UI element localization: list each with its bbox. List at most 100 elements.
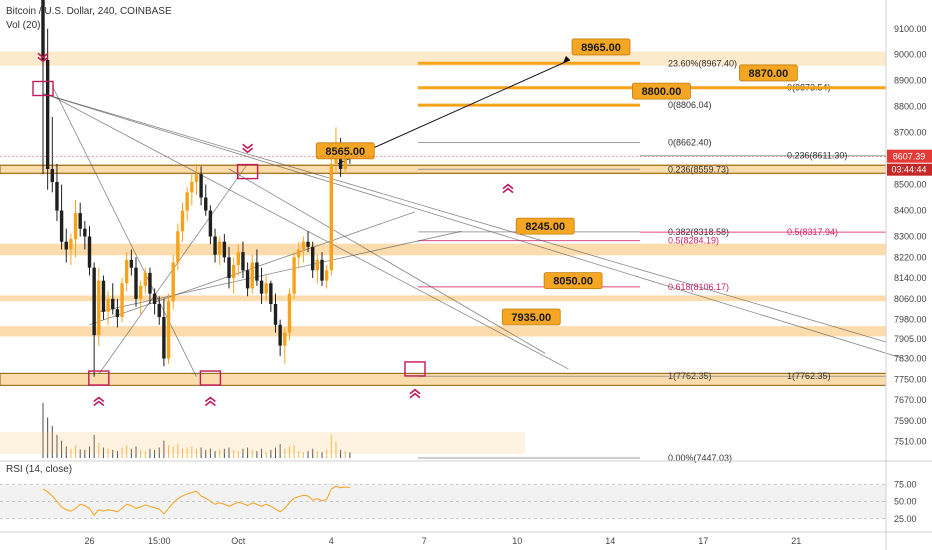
projection-arrow (337, 59, 571, 165)
candle-body (190, 181, 194, 193)
x-tick-label: Oct (231, 536, 246, 546)
candle-body (148, 272, 152, 294)
rsi-tick-label: 50.00 (894, 497, 917, 507)
volume-bar (233, 449, 235, 458)
candle-body (120, 283, 124, 318)
volume-band (0, 432, 525, 454)
volume-bar (293, 445, 295, 458)
volume-bar (251, 449, 253, 458)
candle-body (259, 280, 264, 294)
candle-body (324, 270, 329, 281)
volume-bar (256, 451, 258, 458)
chart-title: Bitcoin / U.S. Dollar, 240, COINBASE (6, 6, 172, 17)
trendline (228, 168, 546, 354)
volume-bar (149, 448, 151, 458)
candle-body (185, 192, 189, 211)
price-callout-label: 7935.00 (511, 312, 551, 324)
y-tick-label: 8300.00 (894, 232, 927, 242)
candle-body (180, 210, 185, 232)
volume-bar (182, 448, 183, 458)
x-tick-label: 7 (422, 536, 427, 546)
volume-bar (312, 448, 314, 458)
pivot-marker (236, 163, 259, 180)
y-tick-label: 9100.00 (894, 24, 927, 34)
volume-bar (349, 452, 351, 458)
volume-label: Vol (20) (6, 20, 40, 31)
candle-body (213, 236, 217, 255)
fib-level-label: 0(8662.40) (668, 138, 712, 148)
fib-level-label: 1(7762.35) (787, 371, 831, 381)
volume-bar (168, 445, 170, 458)
candle-body (311, 246, 315, 271)
x-tick-label: 14 (605, 536, 615, 546)
price-callout-label: 8050.00 (553, 276, 593, 288)
volume-bar (107, 448, 109, 458)
candle-body (41, 0, 45, 60)
volume-bar (288, 446, 290, 458)
y-tick-label: 8900.00 (894, 76, 927, 86)
volume-bar (112, 449, 114, 458)
candle-body (106, 298, 110, 312)
markers-layer (32, 52, 514, 407)
candle-body (264, 283, 268, 294)
candle-body (50, 168, 54, 182)
volume-bar (195, 448, 197, 458)
volume-bar (163, 440, 165, 458)
candle-body (83, 228, 87, 237)
price-callout-label: 8870.00 (749, 68, 789, 80)
volume-bar (116, 451, 118, 458)
candle-body (78, 213, 82, 229)
candle-body (236, 252, 240, 266)
y-tick-label: 9000.00 (894, 50, 927, 60)
trendline (52, 95, 569, 370)
y-tick-label: 8700.00 (894, 128, 927, 138)
candle-body (297, 249, 301, 258)
y-tick-label: 8500.00 (894, 180, 927, 190)
volume-layer (0, 402, 525, 458)
volume-bar (191, 446, 193, 458)
candle-body (241, 252, 245, 271)
candle-body (329, 163, 333, 271)
candle-body (315, 259, 320, 271)
volume-bar (335, 441, 337, 458)
countdown-badge (887, 163, 932, 176)
candle-body (338, 153, 343, 169)
candle-body (278, 324, 282, 346)
volume-bar (307, 451, 309, 458)
volume-bar (284, 448, 286, 458)
candle-body (255, 262, 259, 281)
fib-level-label: 23.60%(8967.40) (668, 58, 737, 68)
countdown-label: 03:44:44 (891, 165, 926, 175)
y-tick-label: 8060.00 (894, 294, 927, 304)
callouts-layer: 8965.00 8870.00 8800.00 8565.00 8245.00 8050.… (315, 38, 798, 326)
price-callout (543, 272, 603, 290)
candle-body (222, 241, 227, 258)
candle-body (283, 332, 287, 346)
volume-bar (47, 417, 49, 458)
candle-body (287, 293, 292, 333)
sr-zone (0, 295, 886, 302)
volume-bar (214, 451, 216, 458)
volume-bar (209, 448, 211, 458)
candle-body (166, 301, 171, 359)
volume-bar (154, 449, 156, 458)
volume-bar (302, 452, 304, 458)
chevron-up-icon (204, 396, 216, 407)
volume-bar (275, 447, 276, 458)
price-callout-label: 8800.00 (642, 86, 682, 98)
current-price-badge (887, 149, 932, 163)
volume-bar (121, 447, 123, 458)
volume-bar (270, 449, 272, 458)
x-tick-label: 10 (512, 536, 522, 546)
y-tick-label: 8400.00 (894, 206, 927, 216)
y-tick-label: 8800.00 (894, 102, 927, 112)
volume-bar (135, 446, 137, 458)
candle-body (343, 156, 347, 169)
volume-bar (247, 447, 249, 458)
y-tick-label: 8220.00 (894, 252, 927, 262)
volume-bar (177, 444, 179, 458)
candle-body (134, 267, 138, 299)
pivot-marker (88, 370, 110, 386)
